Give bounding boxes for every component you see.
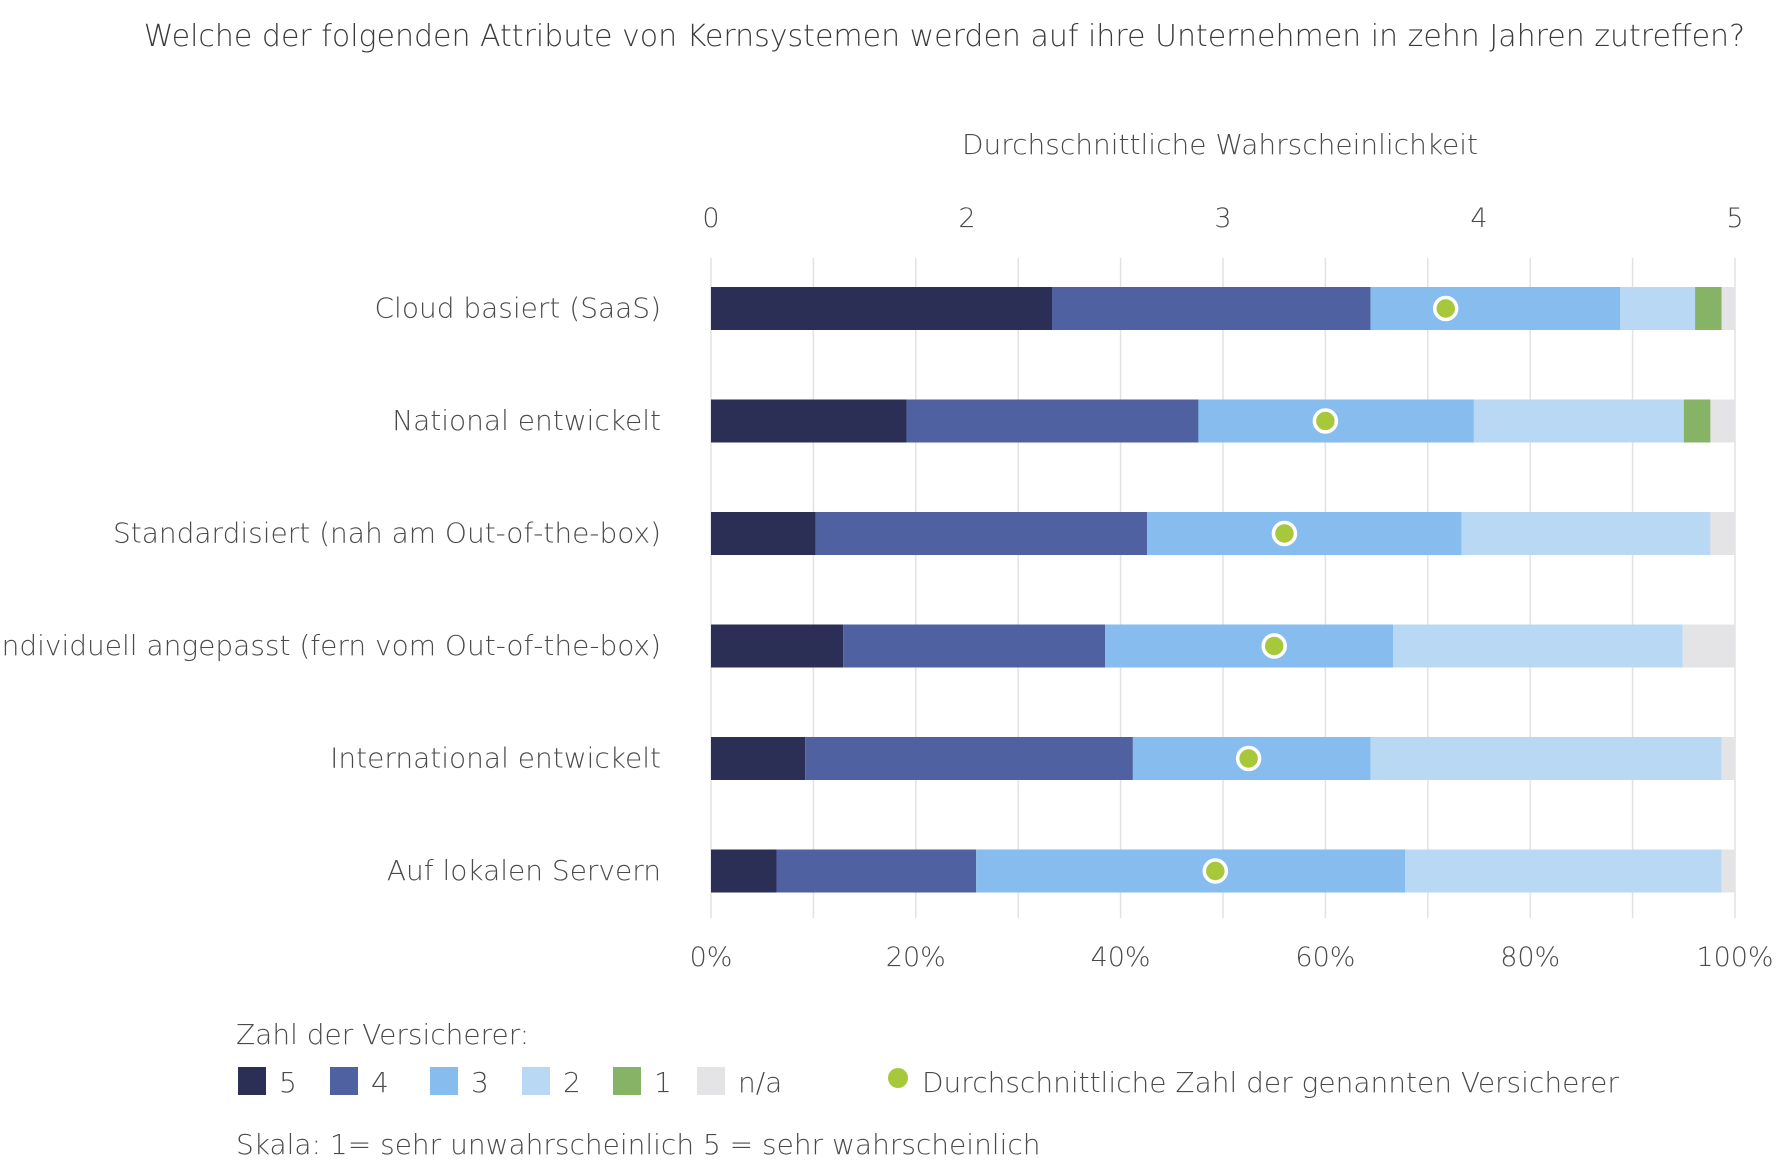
bar-segment — [1370, 737, 1722, 780]
bottom-axis-tick-label: 40% — [1091, 942, 1151, 973]
average-marker — [1432, 295, 1459, 322]
bar-segment — [1105, 624, 1393, 668]
legend-swatch — [330, 1067, 358, 1095]
bar-segment — [711, 399, 907, 443]
category-label: National entwickelt — [392, 404, 661, 437]
bar-segment — [1370, 287, 1621, 330]
bottom-axis-tick-label: 80% — [1500, 942, 1560, 973]
top-axis-tick-label: 2 — [958, 203, 975, 234]
bar-segment — [711, 849, 777, 893]
average-marker — [1261, 633, 1287, 659]
bar-segment — [711, 624, 844, 668]
bar-segment — [1682, 624, 1735, 668]
average-marker — [1271, 520, 1298, 547]
bar-segment — [1710, 399, 1735, 443]
top-axis-tick-label: 4 — [1470, 203, 1487, 234]
top-axis-label: Durchschnittliche Wahrscheinlichkeit — [962, 128, 1478, 161]
top-axis-tick-label: 3 — [1214, 203, 1231, 234]
bar-segment — [906, 399, 1199, 443]
bar-segment — [711, 737, 806, 780]
legend-swatch — [238, 1067, 266, 1095]
bar-segment — [1721, 737, 1735, 780]
legend-marker — [888, 1068, 908, 1088]
legend-label: n/a — [738, 1066, 782, 1099]
category-label: International entwickelt — [330, 742, 661, 775]
bar-segment — [805, 737, 1133, 780]
top-axis-tick-label: 0 — [702, 203, 719, 234]
legend-swatch — [697, 1067, 725, 1095]
bottom-axis-ticks: 0% 20% 40% 60% 80% 100% — [690, 942, 1774, 973]
legend-label: 2 — [563, 1066, 581, 1099]
bar-segment — [976, 849, 1406, 893]
bar-segment — [1147, 512, 1462, 555]
legend-label: 1 — [654, 1066, 672, 1099]
bar-segment — [711, 512, 816, 555]
gridlines — [710, 258, 1736, 918]
average-marker — [1235, 745, 1262, 772]
category-labels: Cloud basiert (SaaS) National entwickelt S… — [0, 292, 661, 888]
legend-label: 4 — [371, 1066, 389, 1099]
bar-segment — [1721, 849, 1735, 893]
category-label: Auf lokalen Servern — [387, 854, 661, 887]
legend-marker-label: Durchschnittliche Zahl der genannten Ver… — [922, 1066, 1619, 1099]
bars — [711, 287, 1735, 893]
bar-segment — [1721, 287, 1735, 330]
legend: 5 4 3 2 1 n/a Durchschnittliche Zahl der genan… — [238, 1066, 1619, 1099]
legend-swatch — [522, 1067, 550, 1095]
top-axis-tick-label: 5 — [1726, 203, 1743, 234]
bottom-axis-tick-label: 20% — [886, 942, 946, 973]
category-label: Standardisiert (nah am Out-of-the-box) — [113, 517, 661, 550]
legend-swatch — [613, 1067, 641, 1095]
chart-title: Welche der folgenden Attribute von Kerns… — [144, 19, 1745, 54]
bar-segment — [776, 849, 977, 893]
top-axis-ticks: 0 2 3 4 5 — [702, 203, 1743, 234]
legend-label: 5 — [279, 1066, 297, 1099]
bar-segment — [1695, 287, 1722, 330]
bottom-axis-tick-label: 0% — [690, 942, 733, 973]
legend-swatch — [430, 1067, 458, 1095]
category-label: Cloud basiert (SaaS) — [374, 292, 661, 325]
bar-segment — [843, 624, 1106, 668]
bar-segment — [1461, 512, 1711, 555]
bar-segment — [1473, 399, 1684, 443]
footnote: Skala: 1= sehr unwahrscheinlich 5 = sehr… — [236, 1128, 1041, 1161]
category-label: Individuell angepasst (fern vom Out-of-t… — [0, 629, 661, 662]
bar-segment — [1683, 399, 1711, 443]
bar-segment — [815, 512, 1148, 555]
average-markers — [1202, 295, 1459, 884]
legend-title: Zahl der Versicherer: — [236, 1018, 529, 1051]
bar-segment — [1620, 287, 1696, 330]
legend-label: 3 — [471, 1066, 489, 1099]
bar-segment — [1710, 512, 1735, 555]
bar-segment — [1051, 287, 1371, 330]
bar-segment — [1392, 624, 1683, 668]
bottom-axis-tick-label: 100% — [1696, 942, 1773, 973]
average-marker — [1202, 858, 1229, 884]
bar-segment — [711, 287, 1052, 330]
bottom-axis-tick-label: 60% — [1295, 942, 1355, 973]
bar-segment — [1405, 849, 1722, 893]
average-marker — [1312, 408, 1339, 434]
